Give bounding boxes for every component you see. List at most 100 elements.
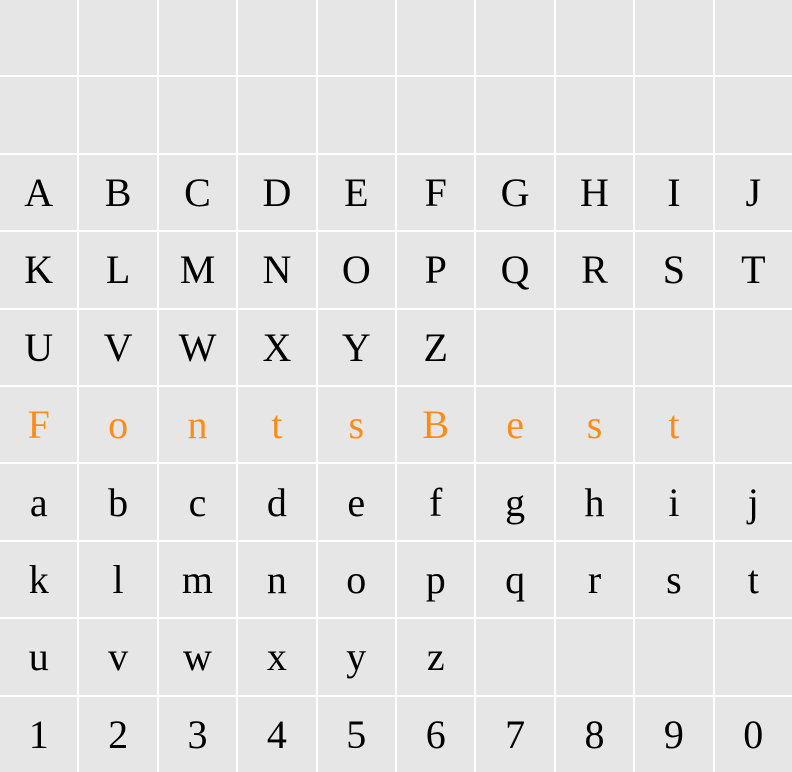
empty-cell — [0, 77, 77, 152]
char-cell: u — [0, 619, 77, 694]
char-cell: e — [476, 387, 553, 462]
empty-cell — [476, 77, 553, 152]
empty-cell — [238, 77, 315, 152]
empty-cell — [715, 310, 792, 385]
char-cell: t — [635, 387, 712, 462]
char-cell: T — [715, 232, 792, 307]
empty-cell — [0, 0, 77, 75]
char-cell: 2 — [79, 697, 156, 772]
empty-cell — [476, 619, 553, 694]
empty-cell — [238, 0, 315, 75]
char-cell: R — [556, 232, 633, 307]
char-cell: X — [238, 310, 315, 385]
char-cell: S — [635, 232, 712, 307]
char-cell: G — [476, 155, 553, 230]
char-cell: q — [476, 542, 553, 617]
char-cell: o — [318, 542, 395, 617]
char-cell: K — [0, 232, 77, 307]
empty-cell — [556, 77, 633, 152]
empty-cell — [476, 0, 553, 75]
char-cell: z — [397, 619, 474, 694]
char-cell: 3 — [159, 697, 236, 772]
char-cell: w — [159, 619, 236, 694]
char-cell: v — [79, 619, 156, 694]
char-cell: P — [397, 232, 474, 307]
char-cell: E — [318, 155, 395, 230]
char-cell: l — [79, 542, 156, 617]
char-cell: i — [635, 464, 712, 539]
char-cell: h — [556, 464, 633, 539]
char-cell: Y — [318, 310, 395, 385]
char-cell: r — [556, 542, 633, 617]
char-cell: U — [0, 310, 77, 385]
char-cell: D — [238, 155, 315, 230]
empty-cell — [556, 0, 633, 75]
char-cell: m — [159, 542, 236, 617]
character-grid: ABCDEFGHIJKLMNOPQRSTUVWXYZFontsBestabcde… — [0, 0, 792, 772]
char-cell: 5 — [318, 697, 395, 772]
char-cell: N — [238, 232, 315, 307]
char-cell: 0 — [715, 697, 792, 772]
empty-cell — [556, 310, 633, 385]
char-cell: O — [318, 232, 395, 307]
char-cell: Q — [476, 232, 553, 307]
char-cell: s — [318, 387, 395, 462]
char-cell: I — [635, 155, 712, 230]
empty-cell — [318, 77, 395, 152]
char-cell: B — [397, 387, 474, 462]
empty-cell — [397, 0, 474, 75]
char-cell: H — [556, 155, 633, 230]
char-cell: C — [159, 155, 236, 230]
char-cell: 8 — [556, 697, 633, 772]
char-cell: J — [715, 155, 792, 230]
char-cell: d — [238, 464, 315, 539]
empty-cell — [715, 619, 792, 694]
char-cell: V — [79, 310, 156, 385]
char-cell: x — [238, 619, 315, 694]
char-cell: a — [0, 464, 77, 539]
char-cell: y — [318, 619, 395, 694]
char-cell: k — [0, 542, 77, 617]
empty-cell — [635, 0, 712, 75]
char-cell: o — [79, 387, 156, 462]
empty-cell — [79, 0, 156, 75]
empty-cell — [556, 619, 633, 694]
empty-cell — [635, 619, 712, 694]
char-cell: F — [0, 387, 77, 462]
char-cell: 6 — [397, 697, 474, 772]
empty-cell — [79, 77, 156, 152]
char-cell: s — [635, 542, 712, 617]
empty-cell — [159, 77, 236, 152]
char-cell: F — [397, 155, 474, 230]
char-cell: 4 — [238, 697, 315, 772]
char-cell: t — [238, 387, 315, 462]
empty-cell — [715, 0, 792, 75]
char-cell: W — [159, 310, 236, 385]
char-cell: c — [159, 464, 236, 539]
char-cell: A — [0, 155, 77, 230]
char-cell: B — [79, 155, 156, 230]
char-cell: n — [159, 387, 236, 462]
empty-cell — [476, 310, 553, 385]
char-cell: t — [715, 542, 792, 617]
char-cell: e — [318, 464, 395, 539]
empty-cell — [635, 77, 712, 152]
char-cell: 9 — [635, 697, 712, 772]
char-cell: L — [79, 232, 156, 307]
char-cell: s — [556, 387, 633, 462]
char-cell: j — [715, 464, 792, 539]
char-cell: M — [159, 232, 236, 307]
char-cell: p — [397, 542, 474, 617]
empty-cell — [715, 77, 792, 152]
char-cell: g — [476, 464, 553, 539]
char-cell: 7 — [476, 697, 553, 772]
char-cell: f — [397, 464, 474, 539]
empty-cell — [715, 387, 792, 462]
char-cell: b — [79, 464, 156, 539]
empty-cell — [159, 0, 236, 75]
empty-cell — [635, 310, 712, 385]
char-cell: n — [238, 542, 315, 617]
empty-cell — [397, 77, 474, 152]
char-cell: 1 — [0, 697, 77, 772]
empty-cell — [318, 0, 395, 75]
